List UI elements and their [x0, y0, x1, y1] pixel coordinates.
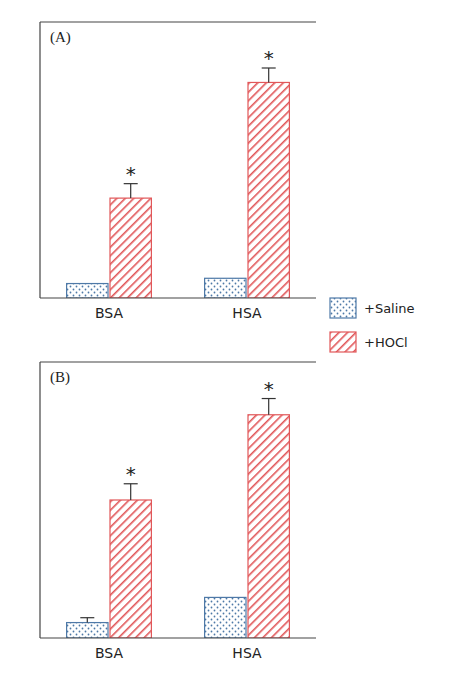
panel-title: (A) — [50, 29, 71, 46]
annotation: * — [264, 377, 274, 401]
annotation: * — [264, 46, 274, 70]
legend-swatch — [330, 298, 356, 318]
top-frame-line — [40, 361, 316, 362]
x-tick-label: HSA — [232, 305, 262, 321]
plot-area — [67, 68, 290, 298]
y-axis-line — [39, 362, 40, 638]
error-bar — [124, 484, 138, 500]
annotation: * — [126, 462, 136, 486]
x-axis-line — [40, 297, 316, 298]
bar — [205, 278, 246, 298]
annotation: * — [126, 162, 136, 186]
error-bar — [262, 399, 276, 415]
legend-label: +HOCl — [364, 335, 408, 350]
bar — [110, 500, 151, 638]
top-frame-line — [40, 21, 316, 22]
x-tick-label: BSA — [95, 645, 124, 661]
panel: BSA HSA (A) * * — [40, 22, 316, 321]
x-tick-label: BSA — [95, 305, 124, 321]
error-bar — [262, 68, 276, 82]
bar — [248, 82, 289, 298]
bar — [67, 623, 108, 638]
error-bar — [124, 184, 138, 198]
legend-label: +Saline — [364, 301, 415, 316]
bar — [110, 198, 151, 298]
error-bar — [80, 618, 94, 623]
plot-area — [67, 399, 290, 638]
x-tick-label: HSA — [232, 645, 262, 661]
bar — [205, 597, 246, 638]
legend: +Saline +HOCl — [330, 298, 415, 352]
y-axis-line — [39, 22, 40, 298]
panel: BSA HSA (B) * * — [40, 362, 316, 661]
x-axis-line — [40, 637, 316, 638]
bar — [248, 415, 289, 638]
chart-svg: BSA HSA (A) * * +Saline +HOCl BSA HSA (B) * * — [0, 0, 474, 693]
legend-swatch — [330, 332, 356, 352]
bar — [67, 284, 108, 298]
panel-title: (B) — [50, 369, 70, 386]
